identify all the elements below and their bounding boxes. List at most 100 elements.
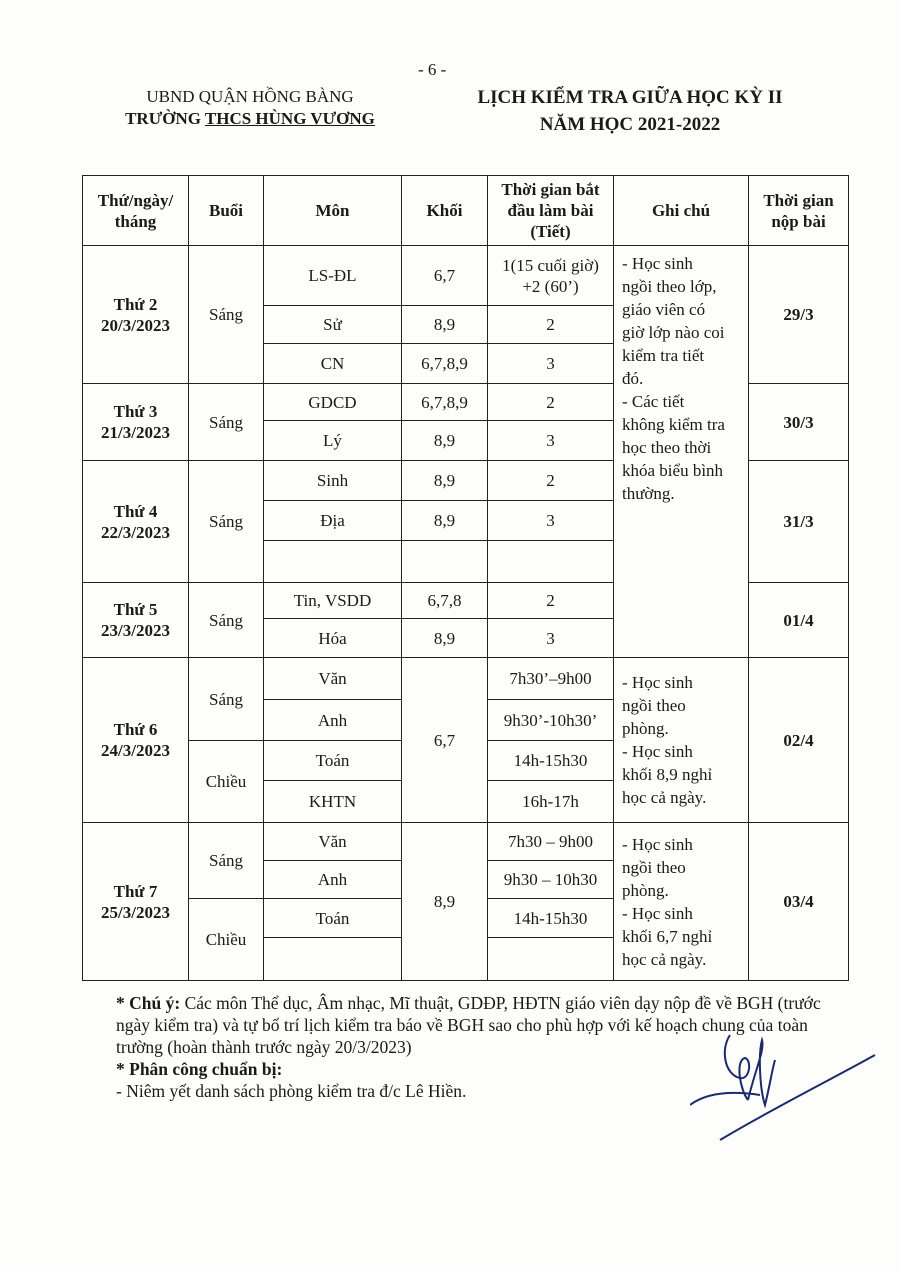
grade-cell: 8,9 [401, 618, 488, 658]
subject-cell: Sinh [263, 460, 402, 501]
page-number: - 6 - [418, 60, 447, 79]
assignment-item: - Niêm yết danh sách phòng kiểm tra đ/c … [116, 1081, 467, 1101]
issuing-organization: UBND QUẬN HỒNG BÀNG TRƯỜNG THCS HÙNG VƯƠ… [100, 86, 400, 130]
time-cell: 2 [487, 460, 614, 501]
time-cell [487, 937, 614, 981]
grade-cell: 8,9 [401, 500, 488, 541]
grade-cell: 6,7,8 [401, 582, 488, 619]
day-cell: Thứ 7 25/3/2023 [82, 822, 189, 981]
table-row: Sử 8,9 2 [83, 305, 849, 344]
time-cell [487, 540, 614, 583]
subject-cell: GDCD [263, 383, 402, 421]
submit-cell: 30/3 [748, 383, 849, 461]
subject-cell: Hóa [263, 618, 402, 658]
attention-note: * Chú ý: Các môn Thể dục, Âm nhạc, Mĩ th… [116, 992, 856, 1058]
table-row: Thứ 2 20/3/2023 Sáng LS-ĐL 6,7 1(15 cuối … [82, 245, 849, 658]
col-header-start-time: Thời gian bắt đầu làm bài (Tiết) [487, 175, 614, 246]
subject-cell: Toán [263, 898, 402, 938]
subject-cell: Anh [263, 699, 402, 741]
table-row: Thứ 3 21/3/2023 Sáng GDCD 6,7,8,9 2 30/3 [82, 383, 849, 461]
grade-cell: 8,9 [401, 460, 488, 501]
submit-cell: 29/3 [748, 245, 849, 384]
grade-cell: 8,9 [401, 305, 488, 344]
subject-cell: Địa [263, 500, 402, 541]
subject-cell: Lý [263, 420, 402, 461]
day-cell: Thứ 4 22/3/2023 [82, 460, 189, 583]
col-header-subject: Môn [263, 175, 402, 246]
header-row: Thứ/ngày/ tháng Buổi Môn Khối Thời gian … [82, 175, 849, 246]
session-cell: Sáng [188, 245, 264, 384]
authority-name: UBND QUẬN HỒNG BÀNG [146, 87, 354, 106]
school-name-text: THCS HÙNG VƯƠNG [204, 109, 375, 128]
subject-cell: Tin, VSDD [263, 582, 402, 619]
session-cell: Sáng [188, 657, 264, 741]
time-cell: 3 [487, 343, 614, 384]
time-cell: 16h-17h [487, 780, 614, 823]
attention-label: * Chú ý: [116, 993, 181, 1013]
time-cell: 2 [487, 383, 614, 421]
table-row: Anh 9h30 – 10h30 [83, 860, 849, 899]
submit-cell: 01/4 [748, 582, 849, 658]
day-cell: Thứ 6 24/3/2023 [82, 657, 189, 823]
grade-cell: 6,7 [401, 657, 488, 823]
session-cell: Sáng [188, 383, 264, 461]
subject-cell: CN [263, 343, 402, 384]
title-line-1: LỊCH KIỂM TRA GIỮA HỌC KỲ II [477, 87, 783, 108]
signature-icon [690, 1034, 876, 1141]
table-row: Thứ 5 23/3/2023 Sáng Tin, VSDD 6,7,8 2 01… [82, 582, 849, 658]
submit-cell: 02/4 [748, 657, 849, 823]
time-cell: 1(15 cuối giờ) +2 (60’) [487, 245, 614, 306]
subject-cell [263, 540, 402, 583]
time-cell: 7h30’–9h00 [487, 657, 614, 700]
col-header-note: Ghi chú [613, 175, 749, 246]
note-cell: - Học sinh ngồi theo phòng. - Học sinh k… [613, 822, 749, 981]
col-header-session: Buổi [188, 175, 264, 246]
school-prefix: TRƯỜNG [125, 109, 205, 128]
school-name: TRƯỜNG THCS HÙNG VƯƠNG [100, 108, 400, 130]
note-cell: - Học sinh ngồi theo phòng. - Học sinh k… [613, 657, 749, 823]
session-cell: Chiều [188, 740, 264, 823]
table-row: Hóa 8,9 3 [83, 618, 849, 658]
subject-cell: Anh [263, 860, 402, 899]
subject-cell: Văn [263, 657, 402, 700]
title-line-2: NĂM HỌC 2021-2022 [539, 114, 721, 135]
time-cell: 3 [487, 618, 614, 658]
grade-cell: 8,9 [401, 822, 488, 981]
table-row: Thứ 6 24/3/2023 Sáng Văn 6,7 7h30’–9h00 -… [82, 657, 849, 823]
session-cell: Chiều [188, 898, 264, 981]
time-cell: 7h30 – 9h00 [487, 822, 614, 861]
col-header-grade: Khối [401, 175, 488, 246]
grade-cell: 8,9 [401, 420, 488, 461]
table-row [83, 937, 849, 981]
time-cell: 3 [487, 420, 614, 461]
subject-cell: Toán [263, 740, 402, 781]
time-cell: 14h-15h30 [487, 898, 614, 938]
note-cell: - Học sinh ngồi theo lớp, giáo viên có g… [613, 245, 749, 658]
table-row: Thứ 7 25/3/2023 Sáng Văn 8,9 7h30 – 9h00 … [82, 822, 849, 981]
document-title: LỊCH KIỂM TRA GIỮA HỌC KỲ II NĂM HỌC 202… [430, 84, 830, 138]
grade-cell: 6,7,8,9 [401, 343, 488, 384]
subject-cell: KHTN [263, 780, 402, 823]
table-row: Chiều Toán 14h-15h30 [83, 740, 849, 823]
subject-cell: Văn [263, 822, 402, 861]
session-cell: Sáng [188, 822, 264, 899]
grade-cell: 6,7,8,9 [401, 383, 488, 421]
submit-cell: 31/3 [748, 460, 849, 583]
table-row [83, 540, 849, 583]
subject-cell [263, 937, 402, 981]
grade-cell [401, 540, 488, 583]
subject-cell: LS-ĐL [263, 245, 402, 306]
time-cell: 14h-15h30 [487, 740, 614, 781]
day-cell: Thứ 5 23/3/2023 [82, 582, 189, 658]
col-header-day: Thứ/ngày/ tháng [82, 175, 189, 246]
submit-cell: 03/4 [748, 822, 849, 981]
time-cell: 2 [487, 582, 614, 619]
time-cell: 3 [487, 500, 614, 541]
exam-schedule-table: Thứ/ngày/ tháng Buổi Môn Khối Thời gian … [82, 175, 849, 981]
time-cell: 2 [487, 305, 614, 344]
attention-text: Các môn Thể dục, Âm nhạc, Mĩ thuật, GDĐP… [116, 993, 821, 1057]
assignment-label: * Phân công chuẩn bị: [116, 1059, 283, 1079]
col-header-submit: Thời gian nộp bài [748, 175, 849, 246]
table-row: Lý 8,9 3 [83, 420, 849, 461]
